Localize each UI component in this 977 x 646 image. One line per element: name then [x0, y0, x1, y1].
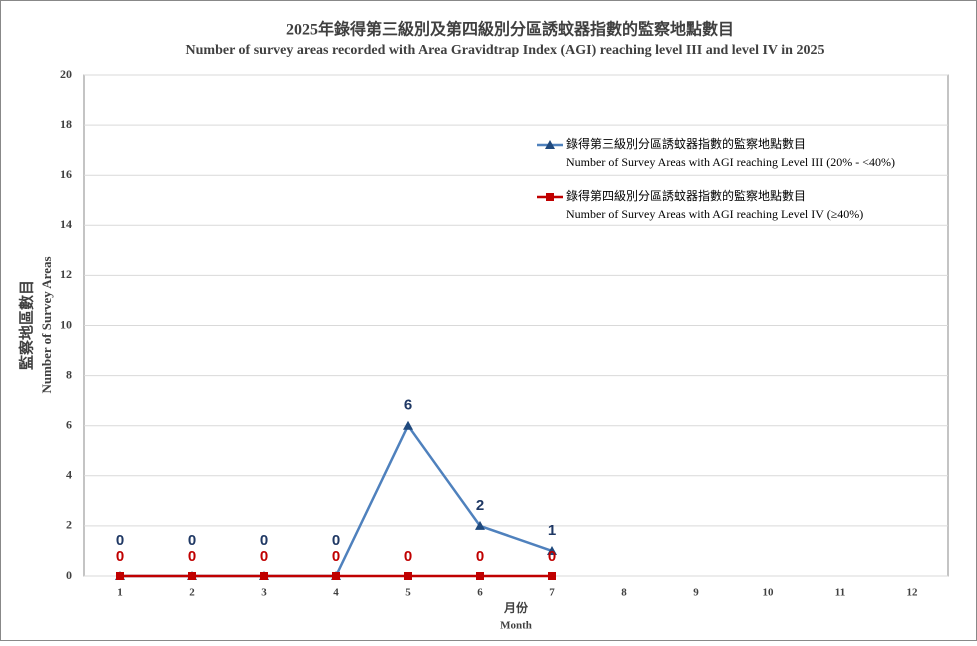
y-tick-label: 0: [66, 568, 72, 582]
x-tick-label: 1: [117, 587, 123, 599]
data-label: 0: [332, 548, 340, 565]
data-label: 0: [116, 532, 124, 549]
y-tick-label: 10: [60, 317, 72, 331]
legend-marker: [546, 193, 554, 201]
data-label: 0: [260, 532, 268, 549]
data-label: 2: [476, 497, 484, 514]
marker: [260, 572, 268, 580]
y-tick-label: 12: [60, 267, 72, 281]
marker: [476, 572, 484, 580]
marker: [116, 572, 124, 580]
marker: [547, 545, 557, 555]
marker: [403, 420, 413, 430]
x-tick-label: 6: [477, 587, 483, 599]
y-tick-label: 14: [60, 217, 72, 231]
y-tick-label: 6: [66, 417, 72, 431]
data-label: 0: [548, 548, 556, 565]
marker: [475, 520, 485, 530]
x-tick-label: 7: [549, 587, 555, 599]
data-label: 0: [188, 532, 196, 549]
x-tick-label: 2: [189, 587, 195, 599]
x-tick-label: 8: [621, 587, 627, 599]
data-label: 0: [188, 548, 196, 565]
marker: [332, 572, 340, 580]
y-tick-label: 20: [60, 67, 72, 81]
legend-label-en: Number of Survey Areas with AGI reaching…: [566, 155, 895, 169]
y-tick-label: 4: [66, 468, 72, 482]
legend-marker: [545, 140, 555, 149]
data-label: 0: [260, 548, 268, 565]
x-tick-label: 4: [333, 587, 339, 599]
x-tick-label: 11: [835, 587, 845, 599]
legend-label: 錄得第三級別分區誘蚊器指數的監察地點數目: [566, 136, 806, 151]
marker: [404, 572, 412, 580]
data-label: 6: [404, 397, 412, 414]
x-axis-label: 月份: [503, 600, 529, 615]
x-tick-label: 12: [907, 587, 919, 599]
x-axis-label-en: Month: [500, 620, 532, 632]
data-label: 0: [116, 548, 124, 565]
x-tick-label: 9: [693, 587, 699, 599]
chart-subtitle: Number of survey areas recorded with Are…: [186, 43, 825, 58]
data-label: 0: [476, 548, 484, 565]
legend-label-en: Number of Survey Areas with AGI reaching…: [566, 207, 863, 221]
data-label: 0: [404, 548, 412, 565]
x-tick-label: 5: [405, 587, 411, 599]
y-axis-label-en: Number of Survey Areas: [39, 256, 54, 393]
x-tick-label: 3: [261, 587, 267, 599]
chart-title: 2025年錄得第三級別及第四級別分區誘蚊器指數的監察地點數目: [286, 20, 734, 39]
data-label: 1: [548, 522, 556, 539]
y-tick-label: 8: [66, 367, 72, 381]
x-tick-label: 10: [763, 587, 775, 599]
y-tick-label: 16: [60, 167, 72, 181]
y-axis-label: 監察地區數目: [17, 280, 35, 370]
legend-label: 錄得第四級別分區誘蚊器指數的監察地點數目: [566, 188, 806, 203]
y-tick-label: 18: [60, 117, 72, 131]
data-label: 0: [332, 532, 340, 549]
y-tick-label: 2: [66, 518, 72, 532]
marker: [188, 572, 196, 580]
marker: [548, 572, 556, 580]
